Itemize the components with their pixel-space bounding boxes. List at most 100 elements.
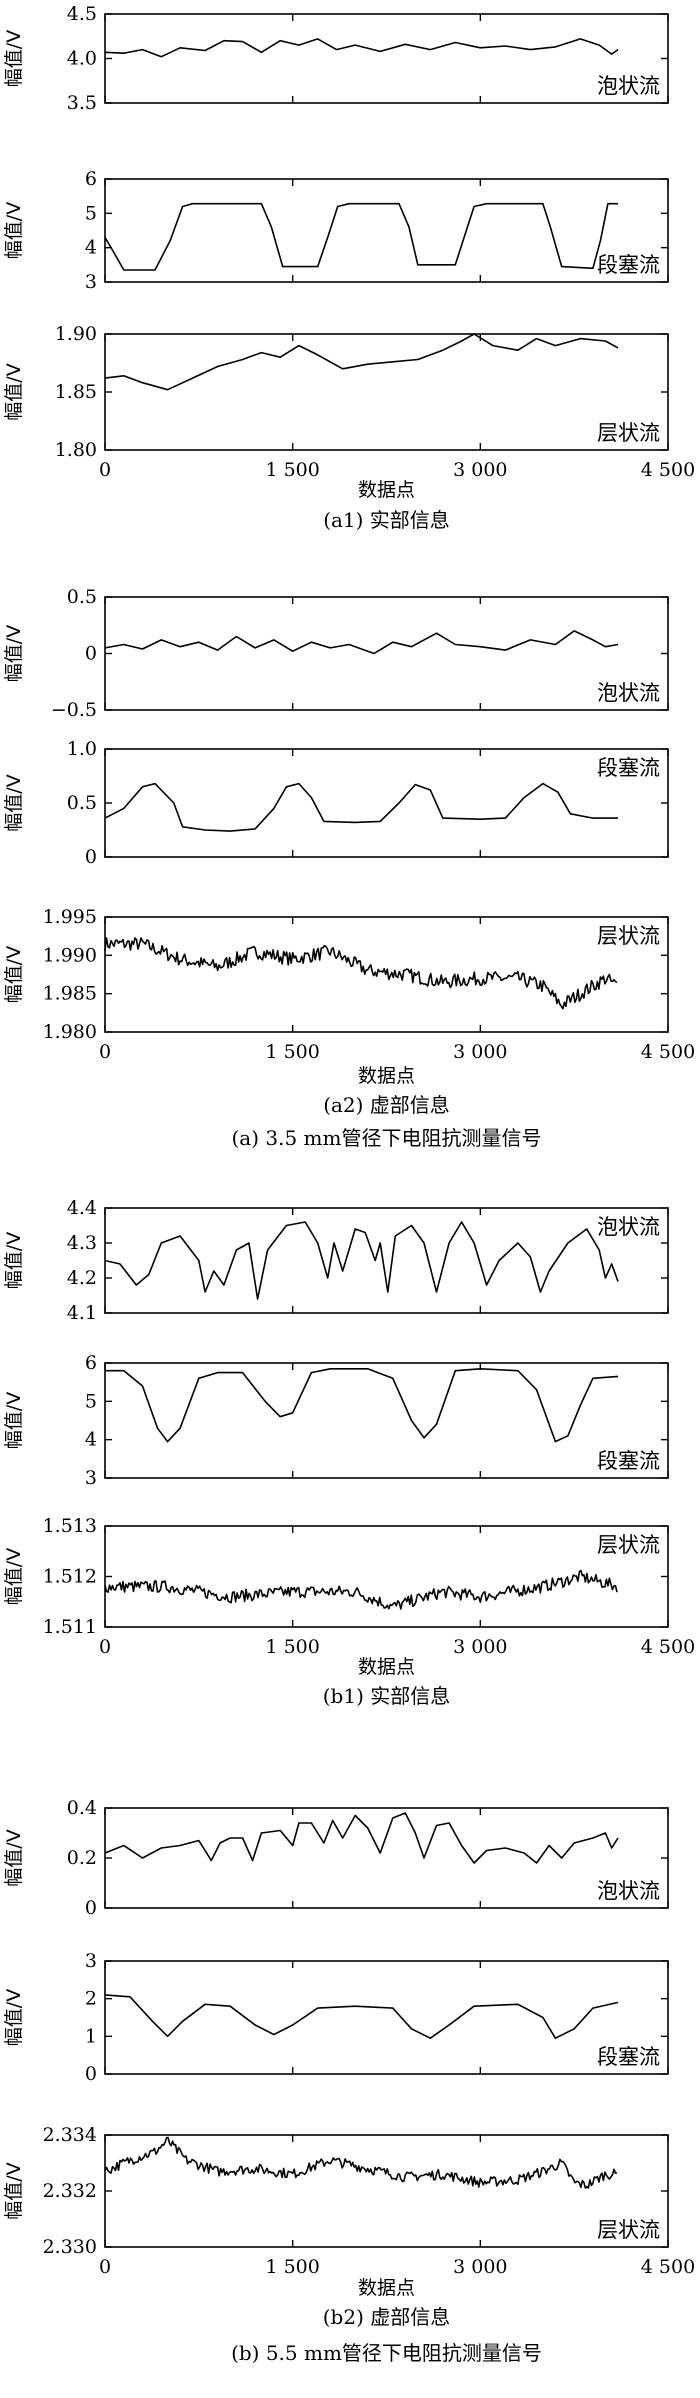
panel-b1-3: 1.511 1.512 1.513 幅值/V 层状流 0 1 500 3 000 4 500 数据… (3, 1515, 695, 1678)
y-tick-label: 3 (85, 1950, 97, 1972)
y-axis-label: 幅值/V (3, 363, 25, 420)
y-tick-label: 0.5 (67, 586, 97, 608)
flow-regime-label: 段塞流 (597, 253, 660, 277)
series-line-8 (105, 1368, 619, 1443)
y-axis-label: 幅值/V (3, 1232, 25, 1289)
y-axis-label: 幅值/V (3, 946, 25, 1003)
y-tick-label: 6 (85, 1352, 97, 1374)
flow-regime-label: 层状流 (597, 2218, 660, 2242)
y-tick-label: 1.995 (43, 906, 97, 928)
series-line-6 (104, 937, 618, 1010)
panel-b1-1: 4.1 4.2 4.3 4.4 幅值/V 泡状流 (3, 1197, 669, 1324)
x-axis-label: 数据点 (358, 1656, 415, 1678)
y-tick-label: −0.5 (51, 699, 97, 721)
caption-a1: (a1) 实部信息 (323, 508, 450, 532)
y-tick-label: 1.980 (43, 1021, 97, 1043)
y-tick-label: 0 (85, 1897, 97, 1919)
panel-a1-3: 1.80 1.85 1.90 幅值/V 层状流 0 1 500 3 000 4 500 数据点 (3, 323, 695, 501)
plot-frame (104, 748, 669, 858)
y-tick-label: 1.513 (43, 1515, 97, 1537)
flow-regime-label: 段塞流 (597, 2045, 660, 2069)
y-axis-label: 幅值/V (3, 1829, 25, 1886)
x-tick-label: 3 000 (453, 2256, 507, 2278)
x-tick-label: 0 (99, 2256, 111, 2278)
series-line-11 (104, 1994, 619, 2039)
plot-frame (104, 916, 669, 1033)
x-tick-label: 1 500 (265, 2256, 319, 2278)
flow-regime-label: 泡状流 (597, 1879, 660, 1903)
y-tick-label: 0 (85, 643, 97, 665)
y-tick-label: 0.5 (67, 792, 97, 814)
y-tick-label: 0 (85, 2063, 97, 2085)
series-line-4 (104, 630, 619, 655)
y-tick-label: 4 (85, 237, 97, 259)
plot-frame (104, 333, 669, 451)
flow-regime-label: 泡状流 (597, 74, 660, 98)
panel-a2-2: 0 0.5 1.0 幅值/V 段塞流 (3, 738, 669, 868)
series-line-10 (104, 1812, 619, 1864)
y-tick-label: 4.5 (67, 3, 97, 25)
series-line-12 (104, 2136, 618, 2189)
plot-frame (104, 1960, 669, 2075)
x-tick-label: 3 000 (453, 1636, 507, 1658)
flow-regime-label: 层状流 (597, 421, 660, 445)
x-tick-label: 4 500 (641, 459, 695, 481)
y-tick-label: 3 (85, 1467, 97, 1489)
series-line-7 (104, 1221, 619, 1300)
y-tick-label: 4.1 (67, 1302, 97, 1324)
x-tick-label: 0 (99, 1636, 111, 1658)
plot-frame (104, 596, 669, 711)
y-tick-label: 4.0 (67, 48, 97, 70)
panel-a2-3: 1.980 1.985 1.990 1.995 幅值/V 层状流 0 1 500 3 000 4 … (3, 906, 695, 1087)
panel-a1-2: 3 4 5 6 幅值/V 段塞流 (3, 168, 669, 293)
caption-a: (a) 3.5 mm管径下电阻抗测量信号 (232, 1126, 542, 1150)
y-tick-label: 1.985 (43, 983, 97, 1005)
y-tick-label: 1.0 (67, 738, 97, 760)
x-tick-label: 1 500 (265, 459, 319, 481)
y-tick-label: 2 (85, 1988, 97, 2010)
y-axis-label: 幅值/V (3, 1548, 25, 1605)
x-axis-label: 数据点 (358, 1065, 415, 1087)
y-tick-label: 1.90 (55, 323, 97, 345)
caption-a2: (a2) 虚部信息 (323, 1093, 450, 1117)
flow-regime-label: 层状流 (597, 1533, 660, 1557)
y-tick-label: 4.3 (67, 1232, 97, 1254)
series-line-1 (104, 38, 619, 58)
plot-frame (104, 1362, 669, 1479)
x-tick-label: 0 (99, 1041, 111, 1063)
y-tick-label: 0.2 (67, 1847, 97, 1869)
series-line-5 (104, 782, 618, 832)
caption-b2: (b2) 虚部信息 (323, 2305, 451, 2329)
x-tick-label: 1 500 (265, 1041, 319, 1063)
caption-b1: (b1) 实部信息 (323, 1684, 451, 1708)
x-tick-label: 1 500 (265, 1636, 319, 1658)
panel-b2-1: 0 0.2 0.4 幅值/V 泡状流 (3, 1797, 669, 1919)
y-tick-label: 1 (85, 2025, 97, 2047)
y-tick-label: 1.80 (55, 439, 97, 461)
y-tick-label: 2.330 (43, 2236, 97, 2258)
y-tick-label: 1.512 (43, 1566, 97, 1588)
y-tick-label: 4 (85, 1429, 97, 1451)
x-tick-label: 4 500 (641, 2256, 695, 2278)
y-axis-label: 幅值/V (3, 1392, 25, 1449)
y-axis-label: 幅值/V (3, 625, 25, 682)
plot-frame (104, 1207, 669, 1314)
x-tick-label: 4 500 (641, 1041, 695, 1063)
series-line-3 (104, 333, 619, 391)
panel-b1-2: 3 4 5 6 幅值/V 段塞流 (3, 1352, 669, 1489)
flow-regime-label: 泡状流 (597, 681, 660, 705)
panel-a1-1: 3.5 4.0 4.5 幅值/V 泡状流 (3, 3, 669, 114)
y-tick-label: 0.4 (67, 1797, 97, 1819)
y-axis-label: 幅值/V (3, 202, 25, 259)
y-tick-label: 0 (85, 846, 97, 868)
y-tick-label: 5 (85, 202, 97, 224)
plot-frame (104, 1807, 669, 1909)
y-tick-label: 4.4 (67, 1197, 97, 1219)
panel-a2-1: −0.5 0 0.5 幅值/V 泡状流 (3, 586, 669, 721)
flow-regime-label: 泡状流 (597, 1215, 660, 1239)
x-tick-label: 3 000 (453, 1041, 507, 1063)
x-axis-label: 数据点 (358, 2277, 415, 2299)
flow-regime-label: 段塞流 (597, 1449, 660, 1473)
y-tick-label: 1.990 (43, 944, 97, 966)
